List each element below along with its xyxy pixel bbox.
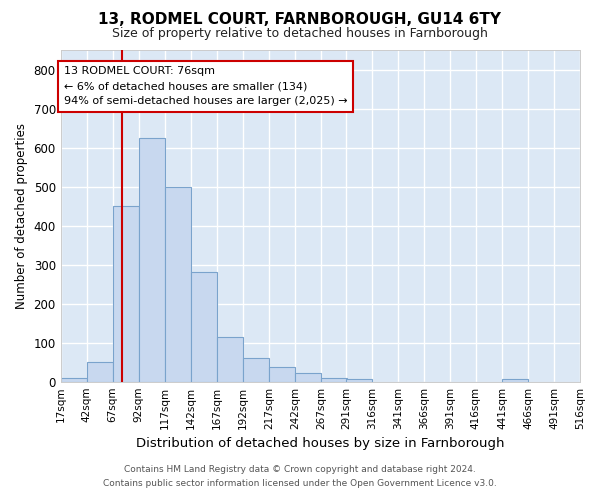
Text: Size of property relative to detached houses in Farnborough: Size of property relative to detached ho… xyxy=(112,28,488,40)
Bar xyxy=(346,378,372,382)
Bar xyxy=(139,138,165,382)
X-axis label: Distribution of detached houses by size in Farnborough: Distribution of detached houses by size … xyxy=(136,437,505,450)
Bar xyxy=(321,378,347,382)
Bar xyxy=(61,378,86,382)
Bar xyxy=(217,337,243,382)
Bar xyxy=(191,272,217,382)
Bar xyxy=(269,367,295,382)
Y-axis label: Number of detached properties: Number of detached properties xyxy=(15,123,28,309)
Bar xyxy=(113,206,139,382)
Text: Contains HM Land Registry data © Crown copyright and database right 2024.
Contai: Contains HM Land Registry data © Crown c… xyxy=(103,466,497,487)
Text: 13, RODMEL COURT, FARNBOROUGH, GU14 6TY: 13, RODMEL COURT, FARNBOROUGH, GU14 6TY xyxy=(98,12,502,28)
Bar xyxy=(165,186,191,382)
Bar xyxy=(86,362,113,382)
Bar xyxy=(295,373,321,382)
Bar xyxy=(243,358,269,382)
Text: 13 RODMEL COURT: 76sqm
← 6% of detached houses are smaller (134)
94% of semi-det: 13 RODMEL COURT: 76sqm ← 6% of detached … xyxy=(64,66,347,106)
Bar xyxy=(502,378,528,382)
